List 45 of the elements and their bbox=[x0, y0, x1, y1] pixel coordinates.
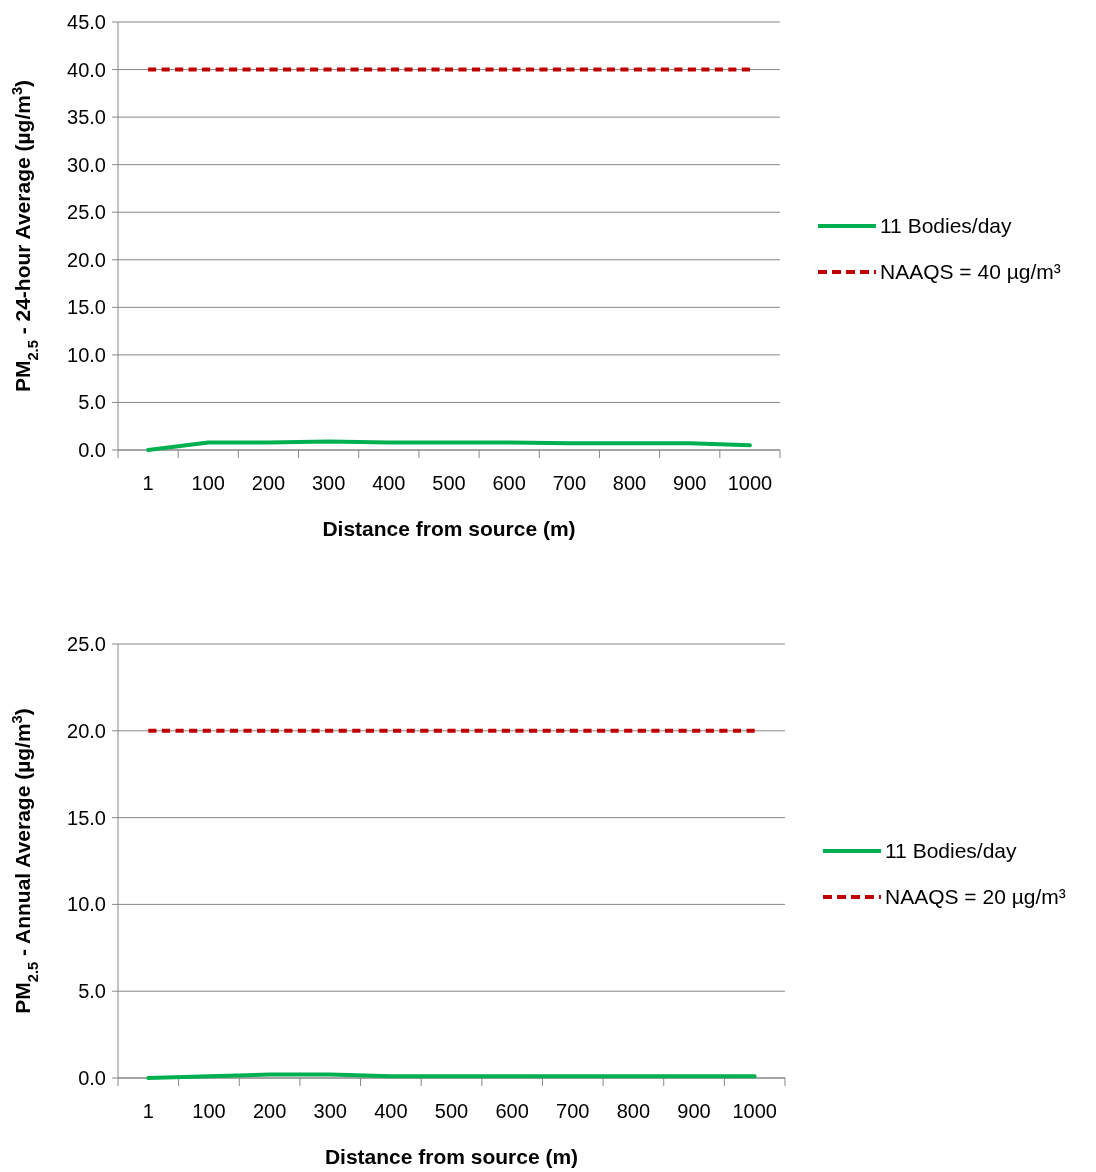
x-tick-label: 200 bbox=[251, 472, 286, 494]
x-tick-label: 400 bbox=[372, 472, 406, 494]
y-tick-label: 40.0 bbox=[67, 58, 106, 81]
x-tick-label: 500 bbox=[432, 472, 466, 494]
legend-label: NAAQS = 20 µg/m³ bbox=[885, 885, 1066, 909]
x-axis-title: Distance from source (m) bbox=[324, 1145, 579, 1168]
y-tick-label: 15.0 bbox=[67, 806, 106, 829]
x-tick-label: 500 bbox=[434, 1100, 469, 1122]
x-tick-label: 100 bbox=[192, 1100, 226, 1122]
y-tick-label: 45.0 bbox=[67, 11, 106, 33]
y-tick-label: 20.0 bbox=[67, 248, 106, 271]
x-tick-label: 600 bbox=[492, 472, 526, 494]
x-tick-label: 800 bbox=[612, 472, 647, 494]
legend-label: NAAQS = 40 µg/m³ bbox=[880, 260, 1061, 284]
x-tick-label: 100 bbox=[191, 472, 225, 494]
y-tick-label: 25.0 bbox=[67, 201, 106, 224]
x-tick-label: 600 bbox=[495, 1100, 529, 1122]
x-tick-label: 800 bbox=[616, 1100, 651, 1122]
x-tick-label: 300 bbox=[313, 1100, 347, 1122]
x-tick-label: 1 bbox=[142, 472, 154, 494]
x-tick-label: 1 bbox=[142, 1100, 154, 1122]
legend-label: 11 Bodies/day bbox=[880, 214, 1013, 238]
x-tick-label: 200 bbox=[252, 1100, 287, 1122]
y-tick-label: 30.0 bbox=[67, 153, 106, 176]
y-tick-label: 15.0 bbox=[67, 296, 106, 319]
y-tick-label: 10.0 bbox=[67, 343, 106, 366]
line-series bbox=[146, 439, 752, 452]
legend-label: 11 Bodies/day bbox=[885, 839, 1018, 863]
x-tick-label: 300 bbox=[311, 472, 346, 494]
x-tick-label: 1000 bbox=[732, 1100, 777, 1122]
x-tick-label: 700 bbox=[556, 1100, 590, 1122]
y-tick-label: 20.0 bbox=[67, 719, 106, 742]
y-tick-label: 5.0 bbox=[78, 391, 106, 414]
y-tick-label: 35.0 bbox=[67, 106, 106, 129]
y-tick-label: 10.0 bbox=[67, 893, 106, 916]
x-tick-label: 400 bbox=[374, 1100, 408, 1122]
x-axis-title: Distance from source (m) bbox=[322, 517, 576, 540]
x-tick-label: 900 bbox=[673, 472, 707, 494]
x-tick-label: 900 bbox=[677, 1100, 711, 1122]
y-tick-label: 25.0 bbox=[67, 633, 106, 655]
x-tick-label: 700 bbox=[552, 472, 587, 494]
x-tick-label: 1000 bbox=[727, 472, 773, 494]
y-tick-label: 0.0 bbox=[78, 1067, 106, 1089]
y-tick-label: 0.0 bbox=[78, 439, 106, 461]
y-tick-label: 5.0 bbox=[78, 980, 106, 1003]
